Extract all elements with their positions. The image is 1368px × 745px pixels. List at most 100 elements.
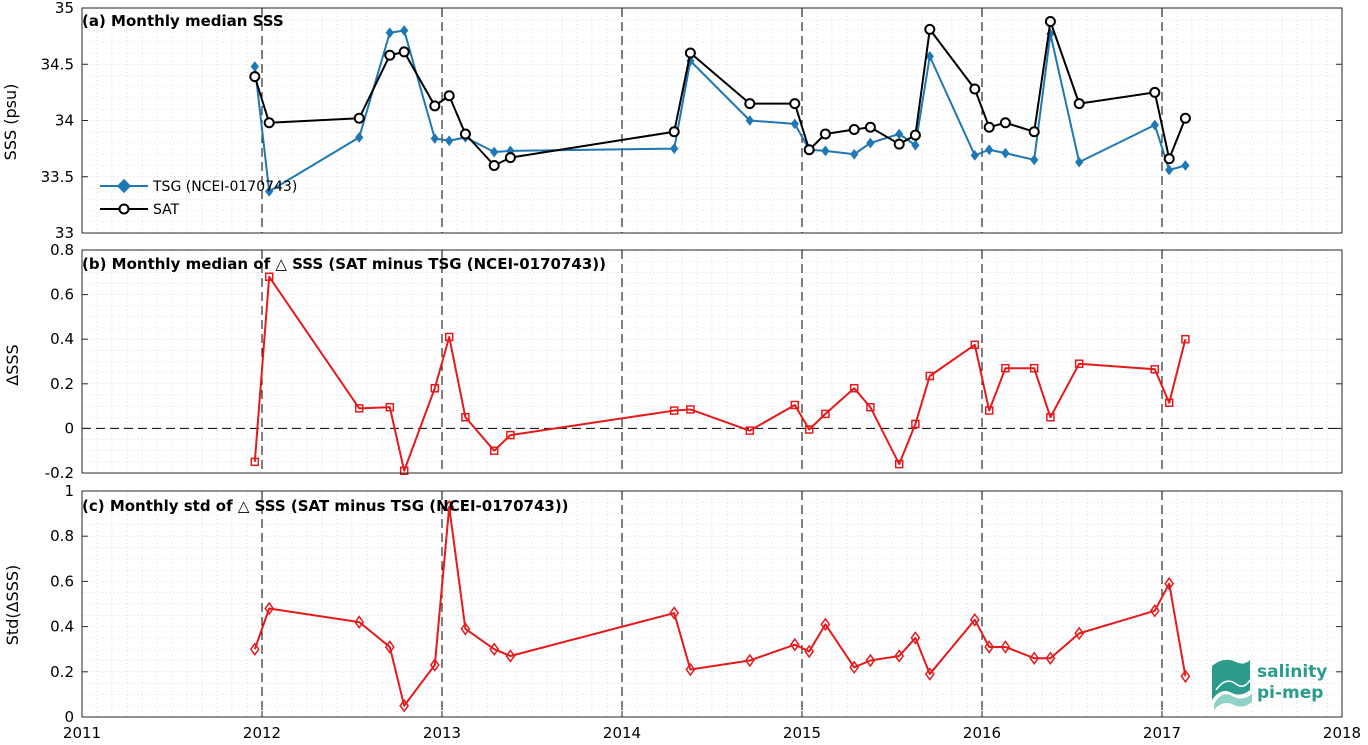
data-point [924, 23, 936, 35]
panel-c: 0 0.2 0.4 0.6 0.8 1 2011 2012 2013 2014 2015 2016 2… [3, 482, 1361, 742]
data-point [443, 90, 455, 102]
data-point [819, 128, 831, 140]
data-point [505, 649, 516, 663]
logo-line2: pi-mep [1257, 683, 1323, 703]
data-point [1074, 359, 1084, 368]
data-point [1149, 604, 1160, 618]
panel-a: 33 33.5 34 34.5 35 (a) Monthly median SSS SS… [1, 0, 1343, 242]
data-point [999, 117, 1011, 129]
y-tick-label: 0.6 [50, 572, 74, 590]
y-tick-label: 0.4 [50, 330, 74, 348]
data-point [668, 126, 680, 138]
y-tick-label: -0.2 [45, 464, 74, 482]
data-point [249, 642, 260, 656]
data-point [909, 129, 921, 141]
data-point [1180, 669, 1191, 684]
data-point [504, 152, 516, 164]
series-line-delta [253, 505, 1187, 707]
data-point [1165, 164, 1174, 176]
data-point [820, 617, 831, 632]
series-line-tsg-ncei-0170743- [253, 29, 1186, 193]
data-point [744, 98, 756, 110]
data-point [685, 662, 696, 677]
data-point [1163, 153, 1175, 165]
data-point [1164, 576, 1175, 591]
x-tick-label: 2017 [1143, 724, 1181, 742]
data-point [969, 83, 981, 95]
data-point [789, 637, 800, 652]
data-point [1075, 156, 1084, 168]
data-point [804, 425, 814, 434]
data-point [821, 145, 830, 157]
data-point [925, 371, 935, 381]
y-tick-label: 0.4 [50, 618, 74, 636]
y-tick-label: 33.5 [41, 168, 74, 186]
data-point [1074, 626, 1085, 641]
data-point [790, 400, 800, 410]
y-tick-label: 33 [55, 224, 74, 242]
data-point [489, 446, 499, 455]
x-tick-label: 2013 [423, 724, 461, 742]
data-point [1045, 651, 1056, 666]
data-point [970, 340, 980, 350]
x-tick-label: 2015 [783, 724, 821, 742]
data-point [983, 121, 995, 133]
series-line-sat [253, 20, 1187, 167]
data-point [866, 137, 875, 149]
y-tick-label: 0.6 [50, 286, 74, 304]
data-point [1179, 112, 1191, 124]
y-tick-label: 0.2 [50, 663, 74, 681]
data-point [264, 601, 275, 616]
data-point [895, 128, 904, 140]
data-point [1181, 160, 1190, 171]
data-point [488, 160, 500, 171]
data-point [385, 402, 395, 412]
data-point [670, 143, 679, 154]
data-point [355, 132, 364, 143]
data-point [684, 47, 696, 59]
data-point [265, 186, 274, 197]
data-point [1044, 16, 1056, 27]
data-point [669, 606, 680, 620]
data-point [354, 404, 364, 413]
data-point [790, 118, 799, 130]
legend: TSG (NCEI-0170743) SAT [100, 178, 297, 218]
logo-line1: salinity [1257, 662, 1327, 682]
data-point [353, 112, 365, 124]
data-point [398, 46, 410, 58]
y-tick-label: 34.5 [41, 55, 74, 73]
data-point [864, 121, 876, 133]
legend-marker-tsg [116, 178, 132, 194]
data-point [460, 622, 471, 636]
data-point [744, 653, 755, 668]
data-point [399, 698, 410, 713]
data-point [821, 409, 830, 419]
series-line-delta [253, 275, 1187, 472]
data-point [789, 98, 801, 110]
data-point [686, 405, 695, 414]
data-point [249, 71, 261, 83]
x-tick-label: 2012 [243, 724, 281, 742]
data-point [850, 148, 859, 160]
data-point [1000, 640, 1011, 654]
data-point [911, 139, 920, 151]
data-point [1046, 413, 1055, 422]
data-point [849, 660, 860, 675]
data-point [1073, 98, 1085, 110]
panel-c-title: (c) Monthly std of △ SSS (SAT minus TSG … [82, 497, 569, 515]
wave-icon [1212, 659, 1252, 710]
data-point [804, 644, 815, 659]
data-point [444, 500, 455, 514]
panel-b-title: (b) Monthly median of △ SSS (SAT minus T… [82, 255, 606, 273]
data-point [264, 272, 274, 282]
data-point [429, 658, 440, 672]
data-point [911, 419, 920, 429]
y-tick-label: 0.2 [50, 375, 74, 393]
legend-label-tsg: TSG (NCEI-0170743) [152, 179, 297, 195]
data-point [865, 653, 876, 668]
data-point [250, 61, 259, 72]
data-point [506, 430, 515, 440]
data-point [1030, 154, 1039, 166]
data-point [745, 426, 755, 435]
